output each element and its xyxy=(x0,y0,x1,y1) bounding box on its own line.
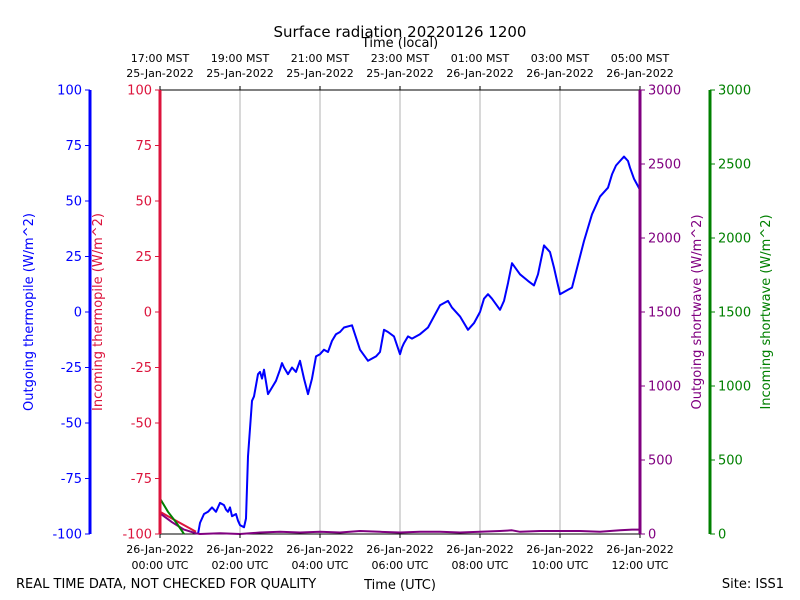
series-line-outgoing-shortwave xyxy=(159,512,640,535)
top-tick-label: 03:00 MST xyxy=(531,52,590,65)
y-tick-label: 75 xyxy=(135,139,152,154)
y-tick-label: -75 xyxy=(131,472,152,487)
top-tick-label: 26-Jan-2022 xyxy=(526,67,594,80)
top-tick-label: 23:00 MST xyxy=(371,52,430,65)
y-tick-label: 500 xyxy=(648,454,673,469)
y-tick-label: 0 xyxy=(74,306,82,321)
y-tick-label: -25 xyxy=(61,361,82,376)
y-tick-label: 1500 xyxy=(718,306,751,321)
y-tick-label: 100 xyxy=(127,84,152,99)
y-tick-label: 2500 xyxy=(718,158,751,173)
y-tick-label: 500 xyxy=(718,454,743,469)
x-tick-label: 06:00 UTC xyxy=(371,559,428,572)
top-axis-label: Time (local) xyxy=(361,36,438,51)
x-tick-label: 26-Jan-2022 xyxy=(286,543,354,556)
y-tick-label: 1000 xyxy=(718,380,751,395)
top-tick-label: 05:00 MST xyxy=(611,52,670,65)
top-tick-label: 21:00 MST xyxy=(291,52,350,65)
outgoing-thermopile-label: Outgoing thermopile (W/m^2) xyxy=(22,213,37,411)
series-layer xyxy=(159,155,641,535)
x-tick-label: 04:00 UTC xyxy=(291,559,348,572)
y-tick-label: -25 xyxy=(131,361,152,376)
y-tick-label: 25 xyxy=(135,250,152,265)
top-tick-label: 17:00 MST xyxy=(131,52,190,65)
series-line-incoming-thermopile xyxy=(159,510,197,533)
chart-title: Surface radiation 20220126 1200 xyxy=(274,23,527,41)
y-tick-label: 0 xyxy=(718,528,726,543)
x-tick-label: 10:00 UTC xyxy=(531,559,588,572)
y-tick-label: 100 xyxy=(57,84,82,99)
y-tick-label: 75 xyxy=(65,139,82,154)
y-tick-label: 50 xyxy=(65,195,82,210)
y-tick-label: 2000 xyxy=(718,232,751,247)
x-tick-label: 26-Jan-2022 xyxy=(606,543,674,556)
x-tick-label: 02:00 UTC xyxy=(211,559,268,572)
x-tick-label: 26-Jan-2022 xyxy=(126,543,194,556)
y-tick-label: 2000 xyxy=(648,232,681,247)
y-tick-label: 1500 xyxy=(648,306,681,321)
y-tick-label: -50 xyxy=(131,417,152,432)
x-tick-label: 26-Jan-2022 xyxy=(526,543,594,556)
quality-notice: REAL TIME DATA, NOT CHECKED FOR QUALITY xyxy=(16,577,316,592)
x-tick-label: 00:00 UTC xyxy=(131,559,188,572)
top-tick-label: 19:00 MST xyxy=(211,52,270,65)
incoming-thermopile-label: Incoming thermopile (W/m^2) xyxy=(91,213,106,411)
y-tick-label: -100 xyxy=(122,528,152,543)
top-tick-label: 01:00 MST xyxy=(451,52,510,65)
top-tick-label: 25-Jan-2022 xyxy=(206,67,274,80)
series-line-incoming-shortwave xyxy=(159,497,185,535)
y-tick-label: 25 xyxy=(65,250,82,265)
top-tick-label: 26-Jan-2022 xyxy=(446,67,514,80)
incoming-shortwave-label: Incoming shortwave (W/m^2) xyxy=(759,214,774,409)
y-tick-label: -100 xyxy=(52,528,82,543)
top-tick-label: 25-Jan-2022 xyxy=(366,67,434,80)
ticks-layer: 26-Jan-2022 00:00 UTC 26-Jan-2022 02:00 UTC… xyxy=(52,52,751,572)
y-tick-label: -50 xyxy=(61,417,82,432)
x-axis-label: Time (UTC) xyxy=(363,578,436,593)
y-tick-label: 2500 xyxy=(648,158,681,173)
y-tick-label: 50 xyxy=(135,195,152,210)
y-tick-label: 0 xyxy=(648,528,656,543)
x-tick-label: 08:00 UTC xyxy=(451,559,508,572)
grid-lines xyxy=(239,90,561,534)
x-tick-label: 12:00 UTC xyxy=(611,559,668,572)
top-tick-label: 25-Jan-2022 xyxy=(286,67,354,80)
series-line-outgoing-thermopile xyxy=(197,155,641,535)
top-tick-label: 25-Jan-2022 xyxy=(126,67,194,80)
y-tick-label: 3000 xyxy=(648,84,681,99)
x-tick-label: 26-Jan-2022 xyxy=(446,543,514,556)
y-tick-label: -75 xyxy=(61,472,82,487)
x-tick-label: 26-Jan-2022 xyxy=(206,543,274,556)
top-tick-label: 26-Jan-2022 xyxy=(606,67,674,80)
site-label: Site: ISS1 xyxy=(722,577,784,592)
y-tick-label: 3000 xyxy=(718,84,751,99)
outgoing-shortwave-label: Outgoing shortwave (W/m^2) xyxy=(690,214,705,409)
y-tick-label: 0 xyxy=(144,306,152,321)
x-tick-label: 26-Jan-2022 xyxy=(366,543,434,556)
y-tick-label: 1000 xyxy=(648,380,681,395)
